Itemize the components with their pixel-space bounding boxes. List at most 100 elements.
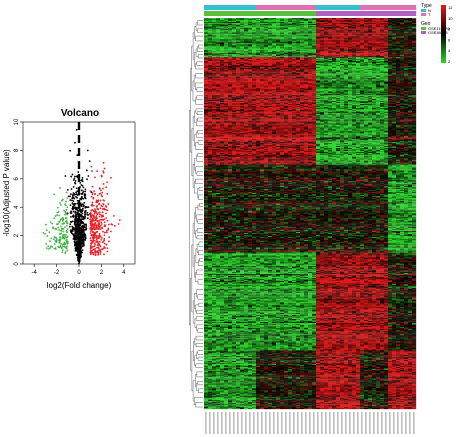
heatmap-cell xyxy=(412,20,417,23)
heatmap-cell xyxy=(228,39,233,41)
heatmap-cell xyxy=(384,32,389,34)
heatmap-cell xyxy=(392,61,397,63)
heatmap-cell xyxy=(208,42,213,44)
heatmap-cell xyxy=(212,39,217,41)
heatmap-cell xyxy=(332,37,337,39)
heatmap-cell xyxy=(216,59,221,61)
heatmap-cell xyxy=(212,28,217,30)
heatmap-cell xyxy=(308,55,313,57)
heatmap-cell xyxy=(316,38,321,40)
heatmap-cell xyxy=(220,75,225,77)
heatmap-cell xyxy=(212,48,217,50)
heatmap-cell xyxy=(248,54,253,56)
heatmap-cell xyxy=(260,18,265,20)
heatmap-cell xyxy=(320,50,325,52)
heatmap-cell xyxy=(340,31,345,33)
heatmap-cell xyxy=(252,48,257,50)
volcano-y-tick-label: 10 xyxy=(14,118,20,125)
heatmap-cell xyxy=(220,47,225,49)
heatmap-cell xyxy=(348,19,353,22)
heatmap-cell xyxy=(208,55,213,57)
heatmap-cell xyxy=(296,68,301,70)
heatmap-cell xyxy=(316,50,321,52)
heatmap-cell xyxy=(360,60,365,62)
heatmap-cell xyxy=(412,53,417,55)
heatmap-cell xyxy=(380,43,385,45)
heatmap-cell xyxy=(256,36,261,38)
heatmap-cell xyxy=(284,18,289,20)
heatmap-cell xyxy=(224,28,229,30)
volcano-point xyxy=(94,250,97,253)
heatmap-cell xyxy=(372,30,377,32)
heatmap-cell xyxy=(376,31,381,33)
heatmap-cell xyxy=(260,65,265,68)
volcano-point xyxy=(95,206,98,208)
heatmap-cell xyxy=(224,29,229,31)
heatmap-cell xyxy=(348,20,353,23)
heatmap-cell xyxy=(272,24,277,26)
heatmap-cell xyxy=(360,26,365,28)
heatmap-cell xyxy=(348,43,353,45)
heatmap-cell xyxy=(276,61,281,64)
volcano-point xyxy=(91,246,93,249)
heatmap-cell xyxy=(348,39,353,41)
heatmap-cell xyxy=(328,53,333,55)
heatmap-cell xyxy=(392,47,397,49)
heatmap-cell xyxy=(304,29,309,31)
volcano-point xyxy=(90,225,93,228)
heatmap-cell xyxy=(296,30,301,32)
heatmap-cell xyxy=(252,66,257,69)
volcano-point xyxy=(80,246,82,249)
heatmap-cell xyxy=(236,21,241,24)
heatmap-cell xyxy=(248,67,253,69)
heatmap-cell xyxy=(212,44,217,46)
heatmap-cell xyxy=(268,53,273,55)
heatmap-cell xyxy=(340,62,345,65)
heatmap-cell xyxy=(340,20,345,23)
heatmap-cell xyxy=(368,20,373,23)
heatmap-cell xyxy=(396,28,401,30)
heatmap-cell xyxy=(272,43,277,45)
heatmap-cell xyxy=(220,20,225,23)
volcano-point xyxy=(63,209,66,212)
heatmap-cell xyxy=(256,43,261,45)
heatmap-cell xyxy=(268,29,273,31)
heatmap-cell xyxy=(348,47,353,49)
heatmap-cell xyxy=(352,60,357,62)
heatmap-cell xyxy=(248,65,253,68)
heatmap-cell xyxy=(204,29,209,31)
heatmap-cell xyxy=(240,74,245,76)
heatmap-cell xyxy=(408,63,413,66)
volcano-point xyxy=(89,244,92,247)
heatmap-cell xyxy=(216,32,221,34)
heatmap-cell xyxy=(348,22,353,25)
heatmap-cell xyxy=(260,61,265,64)
heatmap-cell xyxy=(236,36,241,38)
heatmap-cell xyxy=(272,45,277,47)
heatmap-cell xyxy=(304,45,309,47)
heatmap-cell xyxy=(276,21,281,24)
heatmap-cell xyxy=(320,18,325,21)
heatmap-cell xyxy=(332,60,337,62)
volcano-point xyxy=(113,224,116,227)
volcano-point xyxy=(62,230,65,233)
heatmap-cell xyxy=(216,67,221,69)
heatmap-cell xyxy=(384,42,389,44)
heatmap-cell xyxy=(312,58,317,60)
heatmap-cell xyxy=(412,38,417,40)
heatmap-cell xyxy=(300,70,305,72)
heatmap-cell xyxy=(316,51,321,53)
heatmap-cell xyxy=(204,55,209,57)
heatmap-cell xyxy=(396,62,401,65)
heatmap-cell xyxy=(312,31,317,33)
volcano-point xyxy=(81,208,83,211)
heatmap-cell xyxy=(408,23,413,25)
heatmap-cell xyxy=(248,50,253,52)
heatmap-cell xyxy=(384,51,389,53)
heatmap-cell xyxy=(404,25,409,27)
heatmap-cell xyxy=(204,56,209,58)
heatmap-cell xyxy=(412,24,417,26)
heatmap-cell xyxy=(312,40,317,42)
heatmap-cell xyxy=(336,18,341,21)
heatmap-cell xyxy=(204,60,209,62)
